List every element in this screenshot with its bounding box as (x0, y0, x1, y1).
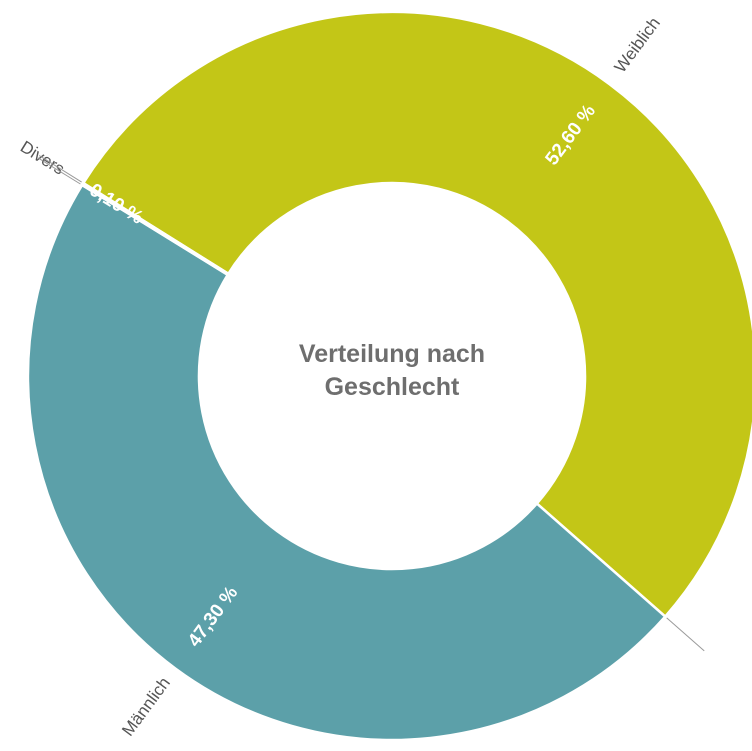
leader-line (666, 617, 705, 652)
chart-title: Verteilung nach Geschlecht (298, 340, 486, 401)
leader-line (37, 157, 81, 185)
leader-line (38, 155, 82, 183)
slice (81, 10, 752, 619)
category-label: Männlich (118, 674, 174, 740)
slice (80, 181, 231, 277)
slice (26, 183, 667, 742)
category-label: Weiblich (611, 14, 664, 77)
